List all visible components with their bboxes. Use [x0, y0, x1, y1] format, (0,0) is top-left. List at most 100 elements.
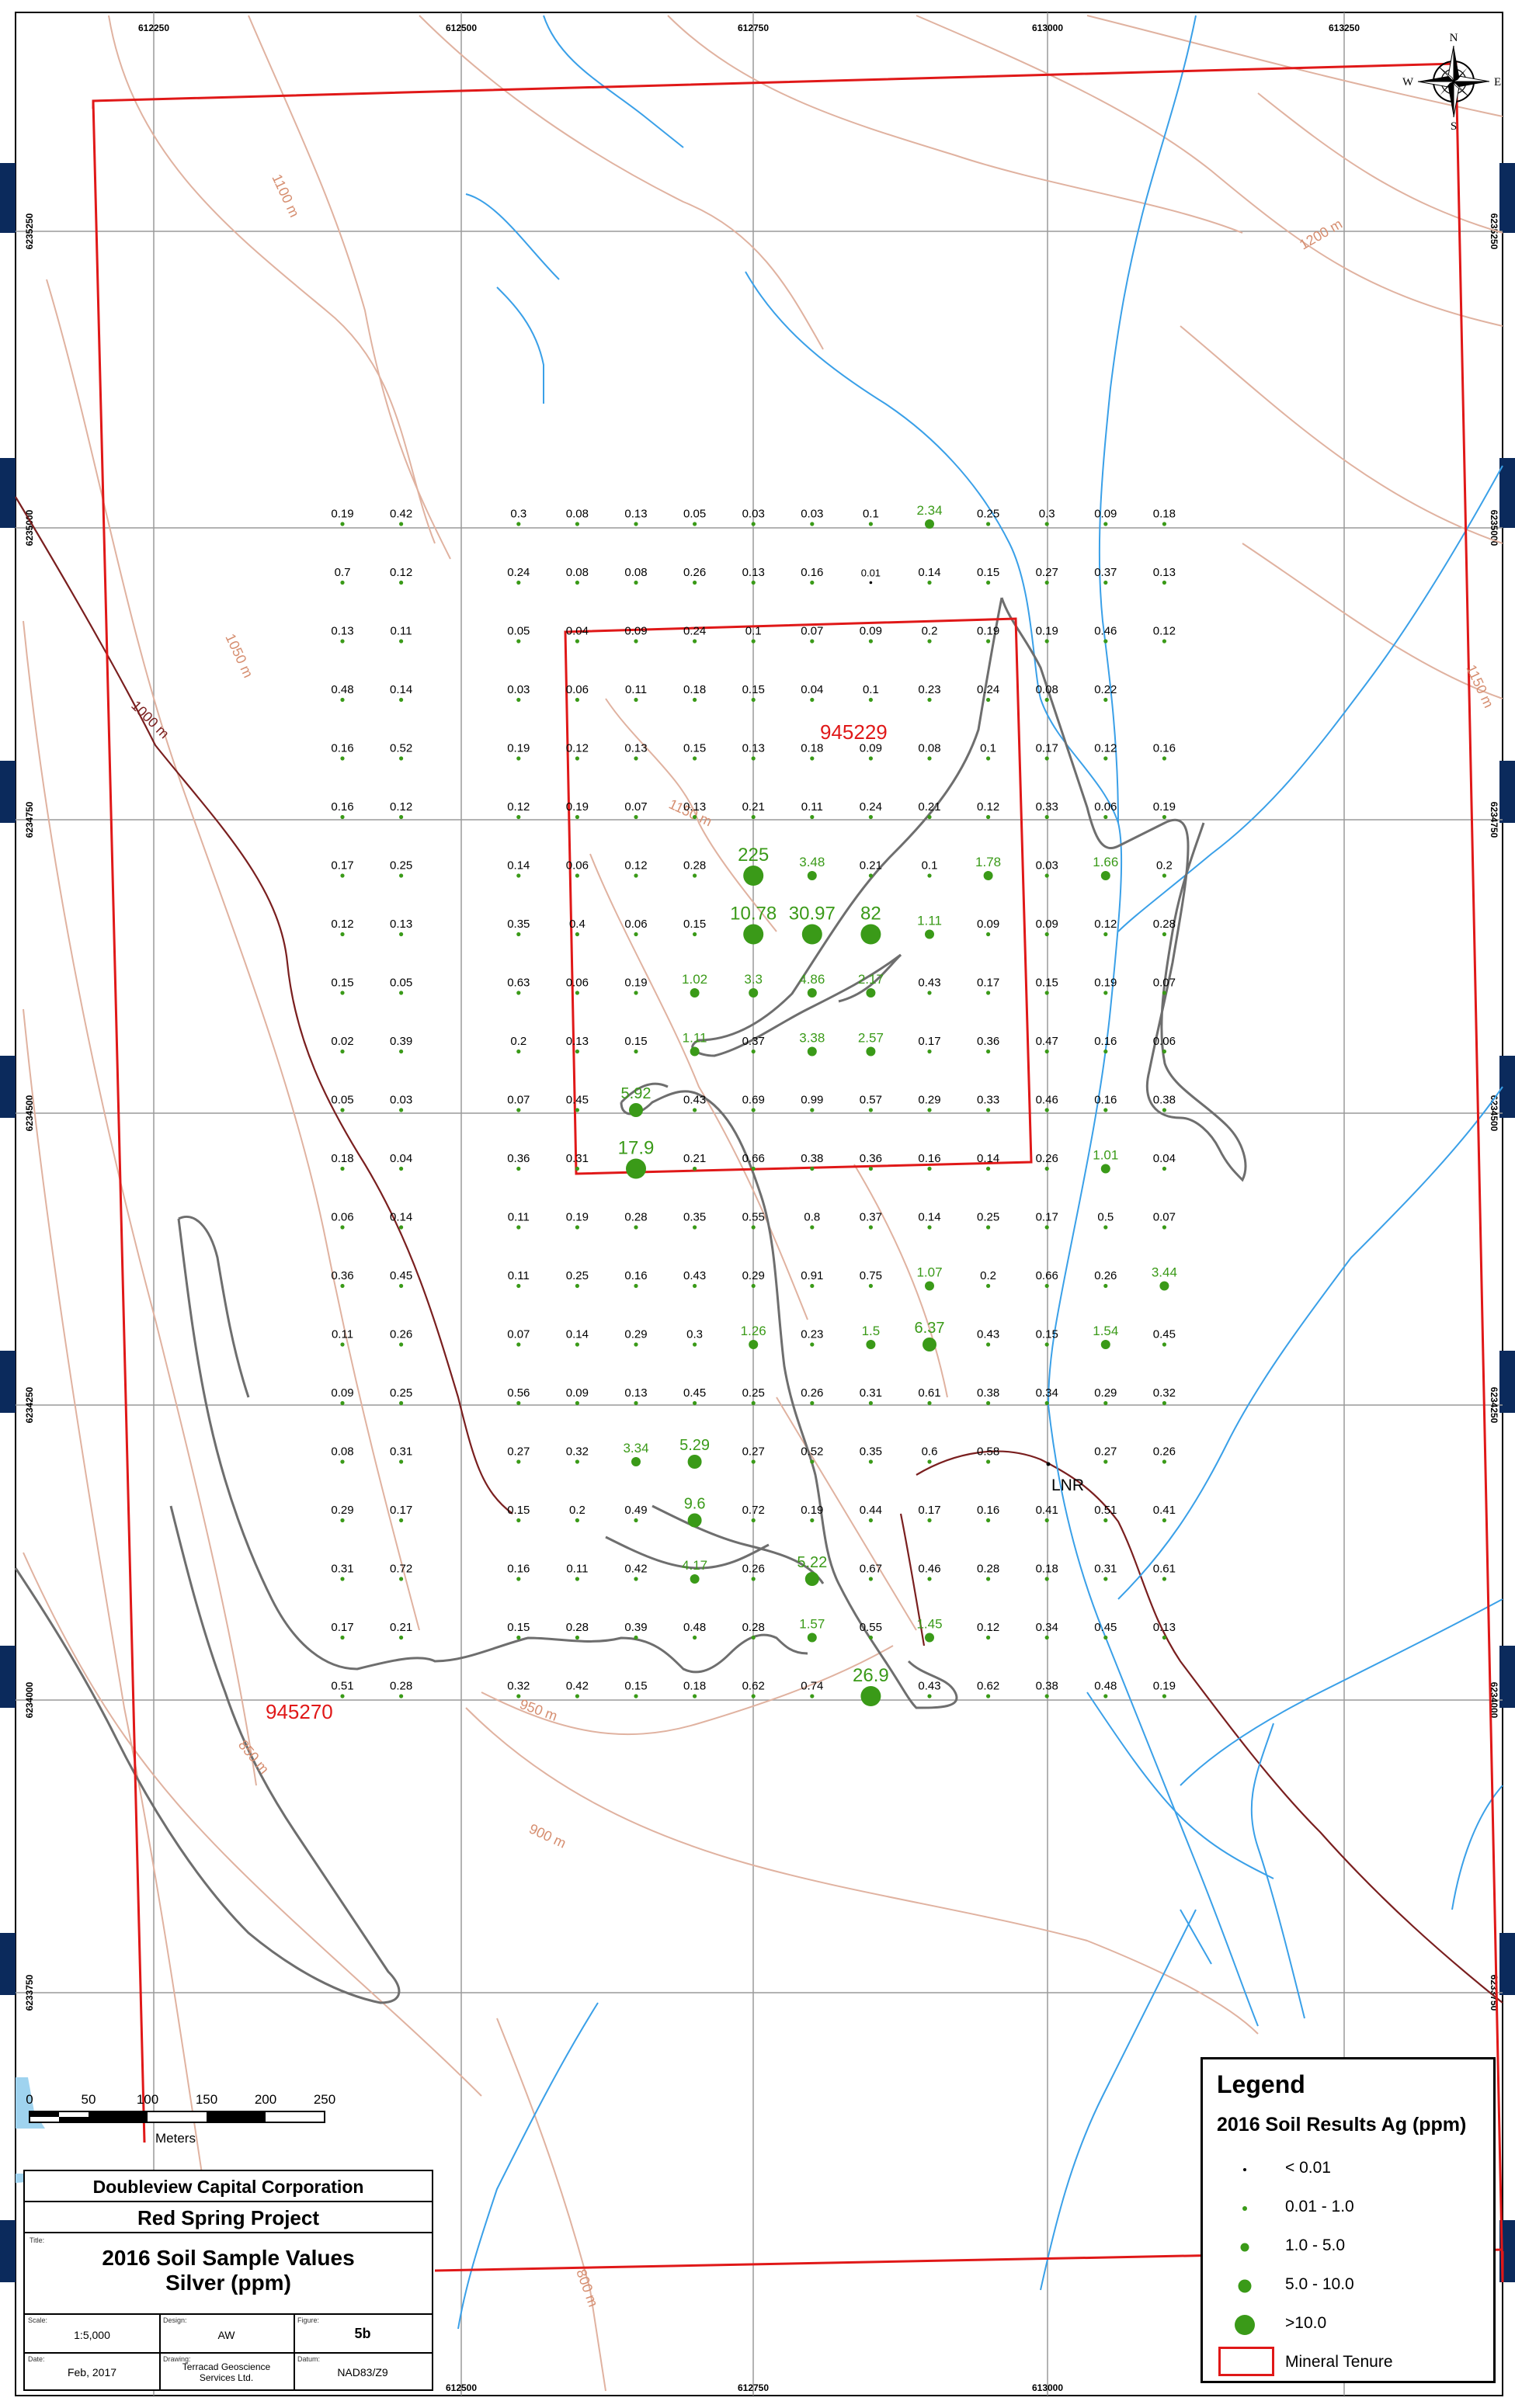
frame-tick [1499, 1933, 1515, 1995]
sample-value: 0.15 [742, 683, 765, 696]
sample-value: 0.14 [918, 1210, 940, 1223]
sample-symbol [986, 1518, 991, 1523]
sample-symbol [1103, 932, 1108, 937]
northing-label: 6235250 [24, 213, 35, 249]
sample-symbol [399, 873, 404, 878]
easting-label: 612250 [138, 23, 169, 33]
sample-symbol [399, 1694, 404, 1698]
sample-value: 0.46 [1036, 1093, 1058, 1106]
sample-symbol [751, 1108, 756, 1112]
sample-value: 0.11 [625, 683, 647, 696]
easting-label: 612750 [738, 23, 769, 33]
sample-value: 0.15 [977, 566, 999, 579]
company-name: Doubleview Capital Corporation [25, 2171, 432, 2202]
sample-value: 0.04 [566, 624, 589, 637]
sample-symbol [1044, 991, 1049, 995]
sample-symbol [687, 1513, 702, 1528]
sample-symbol [575, 1577, 580, 1581]
sample-symbol [1103, 1400, 1108, 1406]
sample-symbol [634, 1342, 638, 1347]
sample-value: 5.92 [621, 1085, 652, 1102]
sample-value: 0.1 [980, 741, 996, 755]
legend-symbol-tiny-green [1242, 2206, 1247, 2211]
sample-value: 0.37 [742, 1035, 765, 1048]
sample-value: 0.11 [508, 1210, 530, 1223]
sample-value: 0.14 [390, 683, 412, 696]
sample-value: 0.14 [390, 1210, 412, 1223]
sample-value: 1.11 [917, 914, 942, 928]
easting-label: 612500 [446, 23, 477, 33]
sample-value: 1.26 [741, 1324, 766, 1338]
sample-value: 0.26 [683, 566, 706, 579]
sample-value: 0.28 [624, 1210, 647, 1223]
map-title-line1: 2016 Soil Sample Values [102, 2246, 355, 2270]
sample-symbol [923, 1338, 936, 1351]
sample-value: 3.48 [799, 855, 825, 869]
sample-value: 1.57 [799, 1617, 825, 1632]
sample-symbol [1103, 1694, 1108, 1698]
sample-symbol [340, 1225, 345, 1230]
sample-value: 0.19 [801, 1504, 823, 1517]
sample-symbol [1103, 1459, 1108, 1464]
tenure-945229-boundary [564, 617, 1033, 1175]
sample-symbol [986, 1166, 991, 1171]
sample-symbol [575, 1459, 580, 1464]
sample-symbol [687, 1455, 702, 1469]
sample-symbol [1103, 1635, 1108, 1640]
sample-value: 0.03 [507, 683, 530, 696]
frame-tick [0, 1351, 16, 1413]
frame-tick [1499, 1351, 1515, 1413]
northing-label: 6234000 [24, 1681, 35, 1718]
sample-symbol [399, 1518, 404, 1523]
sample-symbol [634, 697, 638, 703]
sample-value: 0.3 [1039, 507, 1055, 520]
sample-value: 0.25 [977, 1210, 999, 1223]
sample-symbol [693, 1225, 697, 1230]
sample-value: 0.17 [918, 1035, 940, 1048]
easting-labels-top: 612250 612500 612750 613000 613250 [138, 23, 1360, 33]
sample-value: 0.55 [860, 1621, 882, 1634]
sample-symbol [340, 580, 345, 585]
title-tag: Title: [30, 2236, 45, 2244]
sample-value: 4.86 [799, 972, 825, 987]
sample-symbol [1044, 522, 1049, 526]
sample-value: 225 [738, 845, 769, 866]
sample-symbol [399, 1400, 404, 1406]
sample-symbol [693, 1400, 697, 1406]
sample-value: 0.19 [566, 800, 589, 814]
sample-value: 0.23 [801, 1327, 823, 1341]
sample-value: 0.11 [508, 1269, 530, 1282]
sample-value: 0.28 [566, 1621, 589, 1634]
sample-value: 0.15 [683, 741, 706, 755]
sample-value: 0.29 [624, 1327, 647, 1341]
sample-symbol [986, 814, 991, 820]
sample-value: 0.08 [918, 741, 940, 755]
scale-tick-label: 250 [314, 2092, 335, 2107]
sample-value: 0.51 [1094, 1504, 1117, 1517]
sample-value: 0.43 [918, 1679, 940, 1692]
sample-symbol [575, 1225, 580, 1230]
sample-symbol [868, 756, 873, 761]
sample-symbol [1100, 1340, 1110, 1349]
sample-value: 0.18 [683, 1679, 706, 1692]
map-datum: NAD83/Z9 [337, 2366, 388, 2379]
sample-value: 0.08 [566, 566, 589, 579]
sample-value: 0.28 [390, 1679, 412, 1692]
soil-samples: 0.19 0.42 0.3 0.08 0.13 0.05 0.03 0.03 0.1 2.34 0.… [331, 503, 1177, 1706]
sample-value: 0.32 [1153, 1386, 1176, 1400]
sample-symbol [575, 580, 580, 585]
sample-symbol [516, 1694, 521, 1698]
sample-value: 0.51 [331, 1679, 353, 1692]
sample-value: 0.22 [1094, 683, 1117, 696]
sample-symbol [634, 1694, 638, 1698]
sample-symbol [340, 991, 345, 995]
sample-value: 0.38 [1153, 1093, 1176, 1106]
sample-value: 0.99 [801, 1093, 823, 1106]
contour-lines [23, 15, 1503, 2392]
sample-value: 0.06 [1094, 800, 1117, 814]
sample-symbol [1162, 1049, 1166, 1054]
sample-symbol [749, 1340, 759, 1349]
sample-value: 0.26 [1036, 1152, 1058, 1165]
sample-symbol [693, 639, 697, 644]
scale-tick-label: 150 [196, 2092, 217, 2107]
